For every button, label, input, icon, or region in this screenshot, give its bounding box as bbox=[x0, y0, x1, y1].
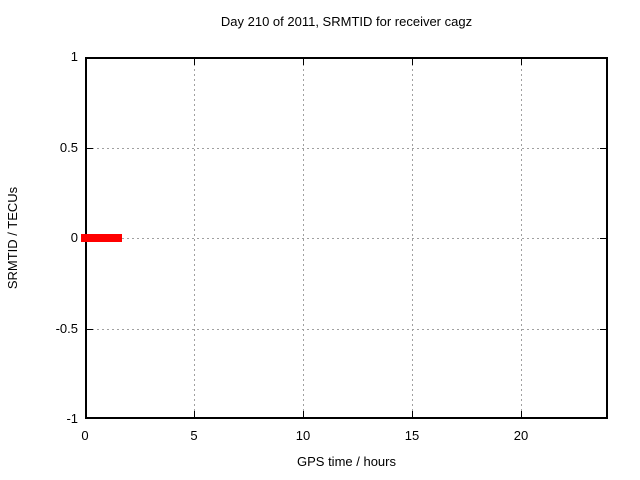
gridline-y-0.5 bbox=[87, 148, 606, 149]
x-tick-label: 5 bbox=[190, 428, 198, 443]
y-tick-label: -0.5 bbox=[55, 321, 78, 336]
x-axis-label: GPS time / hours bbox=[297, 454, 396, 469]
y-tick-left bbox=[87, 329, 93, 330]
x-tick-top bbox=[521, 59, 522, 65]
y-tick-label: 0 bbox=[70, 230, 78, 245]
x-tick-top bbox=[194, 59, 195, 65]
x-tick-bottom bbox=[521, 411, 522, 417]
y-tick-label: -1 bbox=[66, 411, 78, 426]
gridline-y--0.5 bbox=[87, 329, 606, 330]
x-tick-bottom bbox=[412, 411, 413, 417]
x-tick-label: 0 bbox=[81, 428, 89, 443]
x-tick-label: 10 bbox=[295, 428, 311, 443]
x-tick-bottom bbox=[194, 411, 195, 417]
y-tick-right bbox=[600, 238, 606, 239]
gridline-y-0 bbox=[87, 238, 606, 239]
x-tick-label: 20 bbox=[513, 428, 529, 443]
y-tick-label: 1 bbox=[70, 49, 78, 64]
y-tick-right bbox=[600, 148, 606, 149]
y-tick-label: 0.5 bbox=[59, 140, 78, 155]
chart-title: Day 210 of 2011, SRMTID for receiver cag… bbox=[220, 14, 473, 29]
data-series-srmtid bbox=[81, 234, 122, 242]
y-axis-label: SRMTID / TECUs bbox=[5, 186, 20, 290]
x-tick-top bbox=[412, 59, 413, 65]
y-tick-right bbox=[600, 329, 606, 330]
x-tick-label: 15 bbox=[404, 428, 420, 443]
x-tick-top bbox=[303, 59, 304, 65]
x-tick-bottom bbox=[303, 411, 304, 417]
y-tick-left bbox=[87, 148, 93, 149]
